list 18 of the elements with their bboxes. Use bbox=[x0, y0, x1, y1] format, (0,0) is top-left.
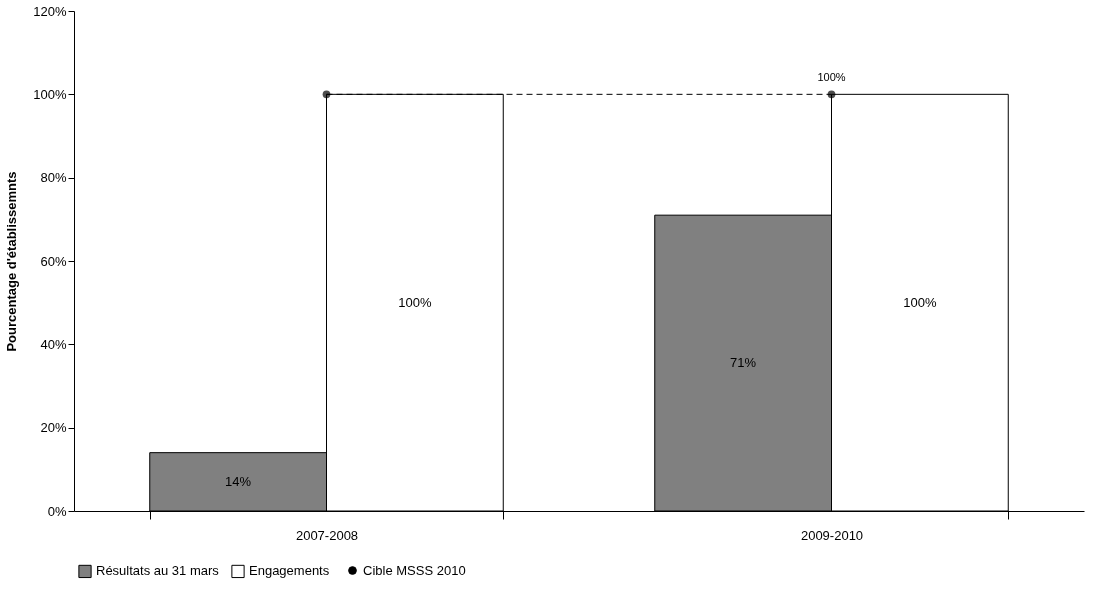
data-label: 71% bbox=[730, 355, 757, 371]
legend-label: Cible MSSS 2010 bbox=[363, 562, 466, 578]
x-tick-label: 2009-2010 bbox=[800, 527, 864, 543]
y-tick-label: 80% bbox=[40, 170, 67, 186]
legend-label: Engagements bbox=[249, 563, 330, 579]
y-axis-title: Pourcentage d'établissemnts bbox=[4, 171, 20, 352]
data-label: 100% bbox=[903, 294, 937, 310]
y-tick-label: 100% bbox=[33, 86, 67, 102]
x-tick-label: 2007-2008 bbox=[295, 527, 359, 543]
data-label: 100% bbox=[817, 71, 846, 84]
legend-label: Résultats au 31 mars bbox=[96, 563, 220, 579]
y-tick-label: 0% bbox=[47, 503, 67, 519]
y-tick-label: 60% bbox=[40, 253, 67, 269]
y-tick-label: 120% bbox=[33, 3, 67, 19]
y-tick-label: 40% bbox=[40, 336, 67, 352]
data-label: 100% bbox=[398, 294, 432, 310]
y-tick-label: 20% bbox=[40, 420, 67, 436]
data-label: 14% bbox=[225, 473, 252, 489]
